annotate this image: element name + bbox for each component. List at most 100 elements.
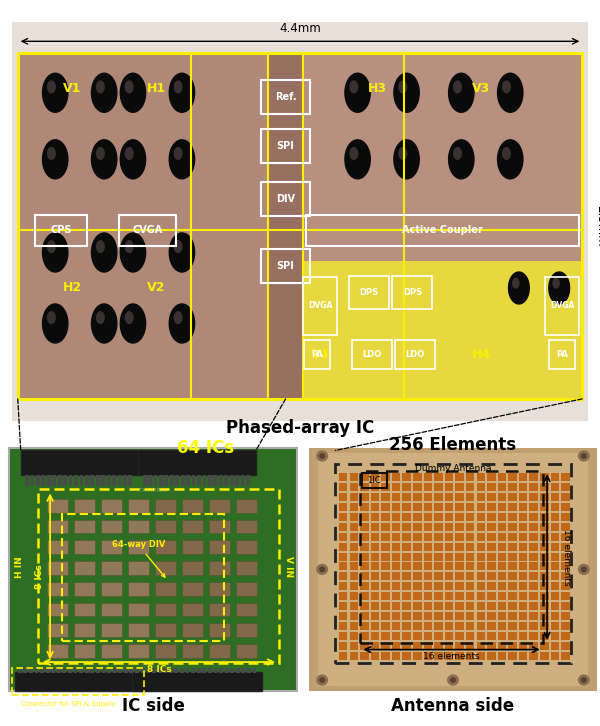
Bar	[540, 502, 548, 511]
Text: Active Coupler: Active Coupler	[402, 225, 482, 235]
Bar	[413, 612, 422, 620]
Bar	[466, 502, 475, 511]
Bar	[197, 475, 201, 486]
Circle shape	[91, 140, 117, 179]
Bar	[561, 582, 570, 590]
Bar	[41, 475, 45, 486]
Circle shape	[169, 140, 194, 179]
Bar	[158, 668, 161, 673]
Text: 16 elements: 16 elements	[562, 529, 571, 585]
Bar	[101, 561, 122, 575]
Bar	[497, 592, 506, 600]
Bar	[361, 471, 542, 643]
Text: 8 ICs: 8 ICs	[146, 665, 171, 674]
Bar	[392, 582, 400, 590]
Bar	[466, 652, 475, 660]
Bar	[371, 582, 379, 590]
Bar	[434, 582, 443, 590]
Bar	[561, 523, 570, 531]
Circle shape	[47, 81, 55, 93]
Bar	[445, 592, 453, 600]
Circle shape	[47, 311, 55, 324]
Bar	[381, 523, 390, 531]
Bar	[392, 572, 400, 581]
Text: Antenna side: Antenna side	[391, 696, 515, 714]
Text: TX ARRAY: TX ARRAY	[138, 488, 168, 493]
Bar	[403, 483, 411, 491]
Bar	[36, 475, 40, 486]
Bar	[434, 563, 443, 571]
Text: DPS: DPS	[359, 288, 379, 297]
Bar	[487, 603, 496, 611]
Bar	[209, 644, 230, 658]
Bar	[424, 533, 432, 541]
Circle shape	[43, 233, 68, 272]
Bar	[371, 542, 379, 550]
Bar	[445, 603, 453, 611]
Bar	[91, 668, 94, 673]
Bar	[381, 513, 390, 521]
Bar	[360, 563, 368, 571]
Bar	[18, 668, 22, 673]
Bar	[12, 668, 144, 696]
Circle shape	[120, 233, 146, 272]
Bar	[529, 523, 538, 531]
Bar	[561, 612, 570, 620]
Bar	[424, 473, 432, 481]
Bar	[455, 513, 464, 521]
Bar	[371, 622, 379, 630]
Bar	[182, 499, 203, 513]
Bar	[455, 572, 464, 581]
Bar	[381, 552, 390, 560]
Bar	[128, 475, 132, 486]
Bar	[74, 475, 78, 486]
Bar	[551, 632, 559, 640]
Bar	[413, 533, 422, 541]
Bar	[403, 622, 411, 630]
Bar	[381, 642, 390, 650]
Bar	[371, 572, 379, 581]
Bar	[487, 542, 496, 550]
Bar	[519, 622, 527, 630]
Text: 8 ICs: 8 ICs	[35, 564, 44, 589]
Bar	[445, 582, 453, 590]
Bar	[519, 533, 527, 541]
Bar	[476, 513, 485, 521]
Bar	[508, 622, 517, 630]
Bar	[403, 563, 411, 571]
Bar	[540, 612, 548, 620]
Bar	[155, 499, 176, 513]
Bar	[74, 624, 95, 637]
Bar	[350, 552, 358, 560]
Text: V2: V2	[147, 282, 165, 295]
Bar	[434, 473, 443, 481]
Bar	[529, 493, 538, 501]
Bar	[128, 540, 149, 554]
Bar	[445, 612, 453, 620]
Bar	[466, 483, 475, 491]
Bar	[487, 622, 496, 630]
Bar	[350, 622, 358, 630]
Bar	[381, 572, 390, 581]
Circle shape	[394, 140, 419, 179]
Bar	[519, 473, 527, 481]
Bar	[529, 622, 538, 630]
Circle shape	[91, 73, 117, 113]
Bar	[551, 592, 559, 600]
Bar	[561, 652, 570, 660]
Bar	[219, 475, 223, 486]
Bar	[392, 622, 400, 630]
Bar	[540, 622, 548, 630]
Bar	[47, 603, 68, 616]
Circle shape	[125, 81, 133, 93]
Bar	[101, 540, 122, 554]
Bar	[497, 542, 506, 550]
Bar	[96, 668, 100, 673]
Circle shape	[399, 147, 407, 159]
Bar	[47, 499, 68, 513]
Bar	[455, 612, 464, 620]
Bar	[455, 592, 464, 600]
Bar	[445, 502, 453, 511]
Bar	[392, 276, 433, 309]
Bar	[371, 603, 379, 611]
